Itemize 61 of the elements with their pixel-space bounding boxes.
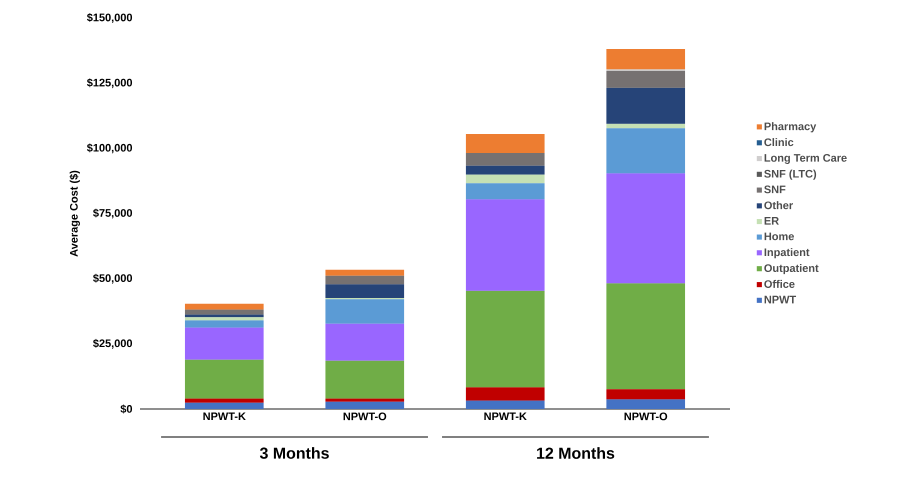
text: 12 Months: [537, 447, 614, 459]
bar: [606, 49, 686, 70]
legend-label: Clinic: [764, 138, 794, 146]
bar: [606, 173, 686, 284]
x-tick-label: NPWT-K: [203, 412, 246, 420]
bar: [325, 324, 404, 361]
y-tick-label: $0: [120, 404, 132, 414]
bar: [606, 399, 686, 409]
legend-label: Home: [764, 232, 794, 240]
bar: [184, 310, 264, 315]
bar: [325, 402, 404, 409]
bar: [466, 153, 545, 166]
bar: [606, 389, 686, 400]
bar: [325, 299, 404, 324]
bar: [184, 360, 264, 399]
bar: [466, 134, 545, 154]
legend-label: SNF: [764, 186, 786, 194]
legend-label: ER: [764, 217, 779, 225]
bar: [184, 320, 264, 328]
bar: [466, 199, 545, 291]
bar: [606, 128, 686, 174]
text: 3 Months: [260, 447, 329, 459]
bar: [466, 400, 545, 409]
bar: [184, 317, 264, 320]
bar: [606, 124, 686, 128]
bar: [184, 304, 264, 310]
bar: [184, 398, 264, 403]
x-tick-label: NPWT-K: [484, 412, 527, 420]
bar: [184, 402, 264, 409]
bar: [466, 174, 545, 184]
legend-label: Pharmacy: [764, 122, 816, 132]
legend-label: Outpatient: [764, 264, 819, 274]
bar: [184, 328, 264, 360]
bar: [606, 88, 686, 124]
y-tick-label: $75,000: [93, 208, 132, 218]
bar: [325, 276, 404, 284]
x-tick-label: NPWT-O: [624, 412, 668, 420]
x-tick-label: NPWT-O: [344, 412, 386, 420]
y-tick-label: $150,000: [86, 13, 132, 23]
bar: [466, 387, 545, 401]
legend-label: Office: [764, 280, 795, 288]
bar: [466, 183, 545, 200]
bar: [466, 290, 545, 388]
legend-label: NPWT: [764, 296, 796, 304]
legend-label: Other: [764, 201, 793, 210]
legend-label: SNF (LTC): [764, 170, 816, 180]
bar: [325, 398, 404, 402]
bar: [606, 283, 686, 390]
bar: [325, 270, 404, 276]
y-axis-title: Average Cost ($): [70, 170, 80, 257]
legend-label: Long Term Care: [764, 154, 847, 164]
bar: [606, 70, 686, 88]
y-tick-label: $125,000: [86, 78, 132, 88]
y-tick-label: $50,000: [93, 274, 132, 284]
y-tick-label: $25,000: [93, 338, 132, 349]
bar: [325, 360, 404, 399]
bar: [184, 314, 264, 318]
legend-label: Inpatient: [764, 248, 810, 258]
y-tick-label: $100,000: [86, 143, 132, 154]
bar: [466, 166, 545, 175]
bar: [325, 284, 404, 298]
